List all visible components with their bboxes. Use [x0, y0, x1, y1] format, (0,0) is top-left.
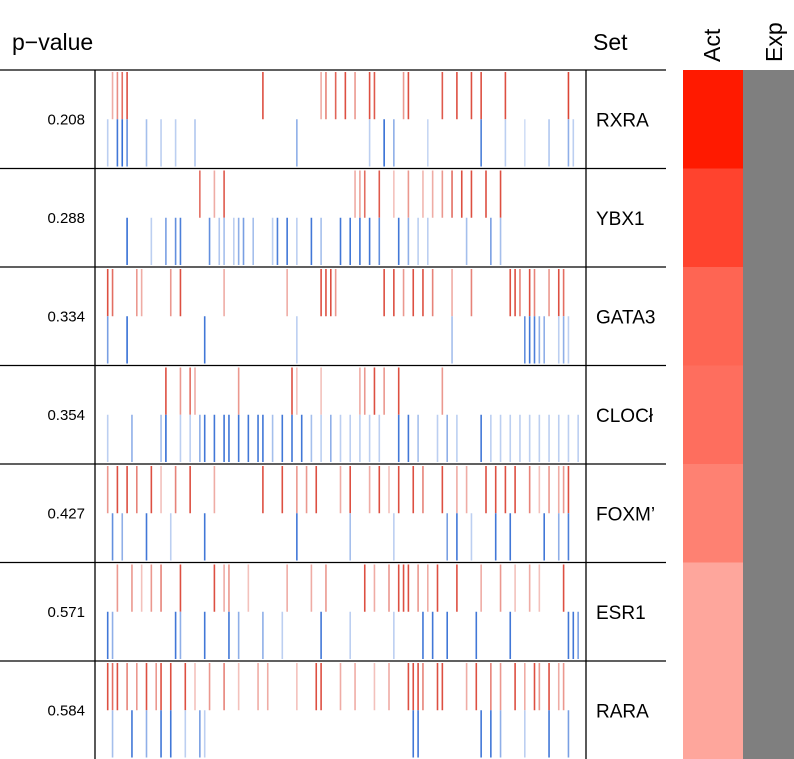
set-label: CLOCł — [596, 406, 654, 427]
frame-lines — [0, 69, 666, 759]
row-foxm1: 0.427 FOXM’ — [47, 464, 794, 563]
act-cell — [683, 70, 743, 169]
row-clock: 0.354 CLOCł — [47, 365, 794, 464]
exp-cell — [743, 464, 794, 563]
act-cell — [683, 168, 743, 267]
act-cell — [683, 464, 743, 563]
row-ybx1: 0.288 YBX1 — [47, 168, 794, 267]
exp-cell — [743, 267, 794, 366]
row-rxra: 0.208 RXRA — [47, 70, 794, 169]
exp-cell — [743, 365, 794, 464]
row-rara: 0.584 RARA — [47, 661, 794, 759]
set-label: RXRA — [596, 110, 649, 131]
act-cell — [683, 267, 743, 366]
pvalue-label: 0.334 — [47, 308, 85, 325]
exp-cell — [743, 70, 794, 169]
act-cell — [683, 365, 743, 464]
pvalue-label: 0.571 — [47, 604, 85, 621]
row-gata3: 0.334 GATA3 — [47, 267, 794, 366]
pvalue-header: p−value — [12, 29, 93, 55]
set-label: GATA3 — [596, 307, 655, 328]
set-header: Set — [593, 29, 628, 55]
row-esr1: 0.571 ESR1 — [47, 562, 794, 661]
set-label: RARA — [596, 701, 649, 722]
act-cell — [683, 661, 743, 759]
set-label: YBX1 — [596, 209, 645, 230]
exp-cell — [743, 562, 794, 661]
pvalue-label: 0.288 — [47, 210, 85, 227]
pvalue-label: 0.427 — [47, 505, 85, 522]
pvalue-label: 0.354 — [47, 407, 85, 424]
exp-cell — [743, 168, 794, 267]
act-cell — [683, 562, 743, 661]
exp-header: Exp — [761, 22, 787, 62]
act-header: Act — [699, 28, 725, 62]
pvalue-label: 0.584 — [47, 702, 85, 719]
exp-cell — [743, 661, 794, 759]
set-label: FOXM’ — [596, 504, 655, 525]
set-label: ESR1 — [596, 603, 646, 624]
pvalue-label: 0.208 — [47, 111, 85, 128]
